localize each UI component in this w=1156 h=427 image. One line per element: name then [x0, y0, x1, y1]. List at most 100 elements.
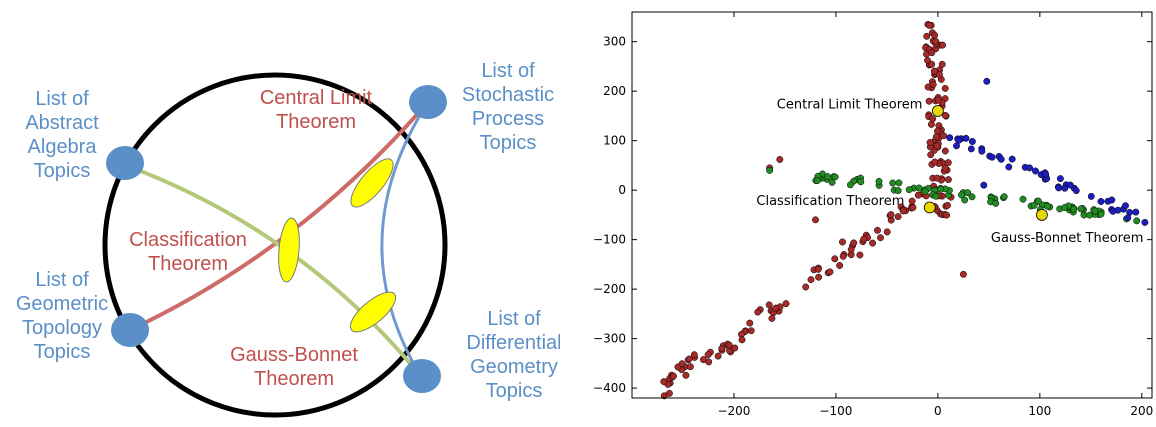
data-point: [869, 239, 877, 247]
data-point: [1042, 170, 1050, 178]
node-stochastic: [409, 85, 447, 119]
data-point: [964, 189, 972, 197]
data-point: [1124, 214, 1132, 222]
data-point: [932, 37, 940, 45]
label-line: Stochastic: [462, 84, 554, 106]
data-point: [934, 127, 941, 135]
label-line: Geometry: [470, 356, 558, 378]
data-point: [1030, 201, 1038, 209]
data-point: [824, 173, 832, 181]
data-point: [682, 371, 690, 379]
data-point: [930, 67, 938, 75]
data-point: [704, 351, 712, 359]
label-line: Process: [472, 108, 544, 130]
data-point: [836, 262, 844, 269]
data-point: [928, 49, 936, 57]
theorem-marker-classification: [278, 217, 300, 283]
x-tick-label: −200: [717, 404, 750, 418]
data-point: [1066, 181, 1074, 189]
data-point: [924, 56, 931, 64]
data-point: [782, 300, 790, 308]
y-tick-label: −100: [593, 233, 626, 247]
label-line: Abstract: [25, 112, 99, 134]
data-point: [905, 186, 913, 194]
label-line: Topics: [480, 132, 537, 154]
data-point: [1087, 192, 1095, 200]
data-point: [895, 179, 903, 187]
x-tick-label: −100: [819, 404, 852, 418]
data-point: [983, 77, 991, 85]
data-point: [915, 184, 923, 192]
data-point: [921, 187, 929, 195]
data-point: [941, 84, 949, 92]
highlight-label: Classification Theorem: [756, 194, 904, 209]
y-tick-label: 0: [618, 183, 626, 197]
data-point: [887, 211, 895, 219]
data-point: [967, 145, 975, 153]
data-point: [802, 283, 810, 291]
data-point: [899, 207, 907, 215]
data-point: [889, 179, 897, 187]
data-point: [992, 199, 1000, 207]
label-abstract: List of Abstract Algebra Topics: [25, 88, 99, 182]
data-point: [941, 147, 949, 155]
y-tick-label: 100: [603, 134, 626, 148]
label-line: List of: [35, 88, 89, 110]
data-point: [766, 166, 774, 174]
data-point: [927, 120, 935, 128]
data-point: [931, 158, 939, 166]
label-line: Theorem: [148, 253, 228, 275]
data-point: [850, 239, 858, 247]
data-point: [1133, 217, 1141, 225]
data-point: [968, 193, 976, 201]
data-point: [1141, 218, 1149, 226]
data-point: [714, 352, 722, 360]
data-point: [939, 41, 947, 49]
data-point: [1056, 175, 1064, 183]
data-point: [826, 268, 834, 276]
data-point: [928, 60, 936, 68]
data-point: [883, 228, 891, 236]
label-line: Algebra: [28, 136, 98, 158]
node-differential: [403, 359, 441, 393]
x-tick-label: 100: [1028, 404, 1051, 418]
data-point: [958, 191, 965, 199]
data-point: [699, 356, 707, 364]
data-point: [686, 363, 694, 371]
data-point: [953, 142, 960, 150]
label-line: Topics: [34, 160, 91, 182]
data-point: [738, 336, 746, 344]
data-point: [941, 111, 949, 119]
data-point: [944, 201, 951, 209]
y-tick-label: −400: [593, 381, 626, 395]
highlight-point: [923, 201, 936, 214]
data-point: [831, 255, 839, 263]
data-point: [1086, 211, 1094, 219]
label-line: Theorem: [276, 111, 356, 133]
label-gauss: Gauss-Bonnet Theorem: [230, 344, 358, 390]
data-point: [923, 32, 931, 40]
data-point: [1055, 184, 1063, 192]
label-line: Differential: [466, 332, 560, 354]
data-point: [1043, 202, 1051, 210]
data-point: [1000, 193, 1008, 201]
data-point: [1070, 205, 1078, 213]
data-point: [944, 159, 952, 167]
data-point: [670, 372, 677, 380]
node-abstract: [106, 146, 144, 180]
data-point: [877, 234, 884, 242]
data-point: [946, 134, 954, 142]
data-point: [1072, 187, 1080, 195]
data-point: [807, 276, 815, 284]
data-point: [725, 341, 733, 349]
data-point: [959, 270, 967, 278]
data-point: [685, 355, 693, 363]
label-line: List of: [487, 308, 541, 330]
data-point: [962, 134, 970, 142]
data-point: [754, 308, 762, 316]
data-point: [772, 304, 780, 312]
outer-circle: [102, 72, 448, 418]
label-line: Geometric: [16, 293, 108, 315]
data-point: [731, 344, 739, 352]
data-point: [980, 181, 988, 189]
